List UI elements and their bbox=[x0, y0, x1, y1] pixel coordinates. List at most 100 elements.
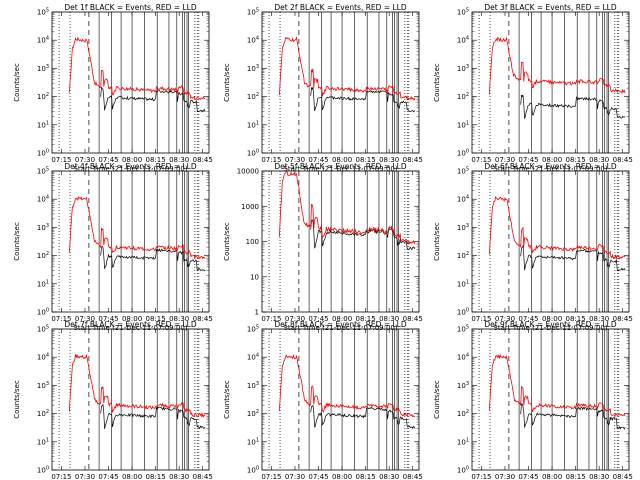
y-tick-label-exponent: 4 bbox=[466, 353, 469, 359]
y-tick-label-base: 10 bbox=[457, 224, 466, 232]
x-tick-label: 07:45 bbox=[308, 156, 328, 164]
y-tick-label-base: 10 bbox=[457, 37, 466, 45]
y-tick-label: 100 bbox=[247, 149, 259, 158]
plot-frame bbox=[261, 328, 420, 471]
y-tick-label-base: 10 bbox=[457, 326, 466, 334]
x-tick-label: 08:15 bbox=[146, 156, 166, 164]
y-tick-label: 100 bbox=[37, 149, 49, 158]
y-tick-label-exponent: 4 bbox=[256, 353, 259, 359]
series-lld-line bbox=[278, 170, 416, 245]
plot-frame bbox=[51, 170, 210, 313]
y-tick-label: 104 bbox=[37, 353, 49, 362]
y-tick-label: 102 bbox=[247, 409, 259, 418]
series-lld-line bbox=[278, 36, 416, 101]
y-tick-label-exponent: 3 bbox=[46, 223, 49, 229]
y-tick-label-exponent: 2 bbox=[256, 409, 259, 415]
x-tick-label: 08:15 bbox=[566, 156, 586, 164]
x-tick-label: 08:45 bbox=[613, 473, 633, 480]
x-tick-label: 07:15 bbox=[51, 315, 71, 323]
y-tick-label-base: 10 bbox=[37, 410, 46, 418]
panel-1: Det 1f BLACK = Events, RED = LLD 07:15 07:… bbox=[13, 3, 213, 173]
y-tick-label-exponent: 3 bbox=[46, 64, 49, 70]
series-events-line bbox=[520, 403, 626, 430]
y-tick-label-exponent: 1 bbox=[46, 437, 49, 443]
y-tick-label-exponent: 3 bbox=[46, 381, 49, 387]
y-tick-label-base: 10 bbox=[37, 326, 46, 334]
x-tick-label: 08:15 bbox=[566, 473, 586, 480]
y-tick-label-exponent: 4 bbox=[466, 195, 469, 201]
x-tick-label: 07:15 bbox=[261, 473, 281, 480]
y-tick-label: 101 bbox=[37, 437, 49, 446]
y-tick-label-exponent: 2 bbox=[466, 92, 469, 98]
panel-title: Det 9f BLACK = Events, RED = LLD bbox=[484, 320, 617, 329]
y-tick-label-exponent: 2 bbox=[466, 251, 469, 257]
series-lld-line bbox=[68, 353, 206, 418]
y-tick-label: 1 bbox=[255, 309, 259, 317]
y-tick-label: 105 bbox=[457, 325, 469, 334]
x-tick-label: 07:45 bbox=[518, 473, 538, 480]
y-tick-label: 100 bbox=[457, 308, 469, 317]
series-lld-line bbox=[488, 353, 626, 418]
y-tick-label-base: 10 bbox=[247, 410, 256, 418]
x-tick-label: 08:00 bbox=[542, 315, 562, 323]
series-events-line bbox=[100, 245, 206, 272]
x-tick-label: 07:45 bbox=[98, 315, 118, 323]
y-tick-label: 102 bbox=[457, 251, 469, 260]
y-tick-label: 101 bbox=[457, 279, 469, 288]
plot-frame bbox=[471, 170, 630, 313]
panel-title: Det 1f BLACK = Events, RED = LLD bbox=[64, 3, 197, 12]
y-tick-label-exponent: 4 bbox=[256, 36, 259, 42]
x-tick-label: 08:45 bbox=[193, 473, 213, 480]
x-axis-label: Start Time (21-Dec-11 07:09:00) bbox=[73, 165, 187, 173]
y-tick-label-exponent: 1 bbox=[46, 279, 49, 285]
y-tick-label-exponent: 0 bbox=[46, 466, 49, 472]
y-axis-label: Counts/sec bbox=[13, 380, 21, 419]
panel-8: Det 8f BLACK = Events, RED = LLD 07:15 07:… bbox=[223, 320, 423, 480]
x-tick-label: 08:00 bbox=[122, 473, 142, 480]
y-tick-label: 103 bbox=[457, 381, 469, 390]
y-tick-label: 101 bbox=[247, 120, 259, 129]
plot-frame bbox=[51, 11, 210, 154]
x-tick-label: 08:45 bbox=[403, 156, 423, 164]
y-tick-label-base: 10 bbox=[247, 9, 256, 17]
y-tick-label: 100 bbox=[37, 466, 49, 475]
series-events-line bbox=[100, 86, 206, 113]
y-tick-label-base: 10 bbox=[457, 410, 466, 418]
y-tick-label-exponent: 0 bbox=[466, 466, 469, 472]
y-tick-label-exponent: 0 bbox=[46, 308, 49, 314]
y-tick-label-exponent: 5 bbox=[466, 167, 469, 173]
y-tick-label-base: 10 bbox=[457, 309, 466, 317]
x-tick-label: 07:45 bbox=[518, 315, 538, 323]
y-tick-label: 104 bbox=[37, 195, 49, 204]
y-tick-label: 104 bbox=[457, 36, 469, 45]
x-tick-label: 07:45 bbox=[98, 156, 118, 164]
y-tick-label-base: 10 bbox=[247, 354, 256, 362]
y-tick-label-exponent: 2 bbox=[466, 409, 469, 415]
y-tick-label-exponent: 0 bbox=[466, 308, 469, 314]
panel-3: Det 3f BLACK = Events, RED = LLD 07:15 07:… bbox=[433, 3, 633, 173]
y-tick-label-base: 10 bbox=[247, 121, 256, 129]
x-axis-label: Start Time (21-Dec-11 07:09:00) bbox=[73, 324, 187, 332]
x-tick-label: 07:45 bbox=[98, 473, 118, 480]
x-tick-label: 08:30 bbox=[589, 156, 609, 164]
y-tick-label: 105 bbox=[37, 325, 49, 334]
y-axis-label: Counts/sec bbox=[223, 380, 231, 419]
panel-title: Det 3f BLACK = Events, RED = LLD bbox=[484, 3, 617, 12]
y-tick-label-exponent: 5 bbox=[466, 325, 469, 331]
y-tick-label-exponent: 0 bbox=[256, 149, 259, 155]
y-tick-label: 104 bbox=[457, 353, 469, 362]
x-tick-label: 07:15 bbox=[471, 473, 491, 480]
x-tick-label: 08:00 bbox=[542, 156, 562, 164]
y-tick-label-base: 10 bbox=[37, 438, 46, 446]
x-tick-label: 07:30 bbox=[285, 156, 305, 164]
y-tick-label: 101 bbox=[37, 120, 49, 129]
y-tick-label-base: 10 bbox=[37, 9, 46, 17]
y-tick-label-exponent: 5 bbox=[46, 325, 49, 331]
x-axis-label: Start Time (21-Dec-11 07:09:00) bbox=[493, 165, 607, 173]
x-tick-label: 08:00 bbox=[332, 156, 352, 164]
x-tick-label: 08:15 bbox=[146, 473, 166, 480]
y-tick-label-exponent: 1 bbox=[256, 437, 259, 443]
y-tick-label-exponent: 5 bbox=[466, 8, 469, 14]
y-tick-label: 10000 bbox=[237, 168, 259, 176]
